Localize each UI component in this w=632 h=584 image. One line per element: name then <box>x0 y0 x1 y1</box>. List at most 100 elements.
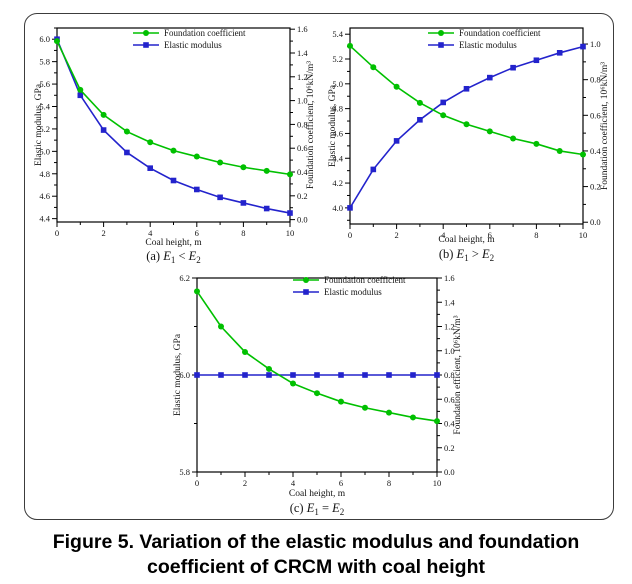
marker-circle <box>434 418 440 425</box>
legend-label: Elastic modulus <box>164 40 222 50</box>
marker-circle <box>510 135 517 142</box>
x-tick-label: 10 <box>433 478 442 488</box>
marker-circle <box>386 409 392 416</box>
figure-caption-line2: coefficient of CRCM with coal height <box>146 555 485 578</box>
x-tick-label: 0 <box>348 230 352 240</box>
marker-square <box>417 116 423 123</box>
left-tick-label: 5.6 <box>39 79 50 89</box>
marker-circle <box>217 159 224 166</box>
right-tick-label: 1.0 <box>297 96 308 106</box>
marker-circle <box>147 139 154 146</box>
chart-sub-label: (a) E1 < E2 <box>146 249 201 265</box>
x-tick-label: 10 <box>579 230 588 240</box>
marker-circle <box>370 64 377 71</box>
left-tick-label: 4.8 <box>332 104 343 114</box>
right-tick-label: 1.2 <box>297 72 308 82</box>
right-axis-title: Foundation coefficient, 10⁶kN/m³ <box>599 62 610 190</box>
marker-circle <box>416 99 423 106</box>
marker-square <box>194 186 200 193</box>
right-tick-label: 0.8 <box>444 370 455 380</box>
marker-square <box>533 57 540 64</box>
marker-square <box>440 99 446 106</box>
left-axis-title: Elastic modulus, GPa <box>328 84 338 167</box>
left-tick-label: 5.2 <box>39 124 50 134</box>
legend-marker-square <box>438 42 444 48</box>
marker-square <box>510 64 516 71</box>
left-tick-label: 5.2 <box>332 54 343 64</box>
marker-circle <box>440 112 447 119</box>
series-line-foundation-coefficient <box>196 290 438 422</box>
marker-square <box>556 50 563 56</box>
marker-square <box>124 149 130 156</box>
marker-square <box>100 127 107 133</box>
right-tick-label: 0.8 <box>590 75 601 85</box>
figure-caption-line1: Figure 5. Variation of the elastic modul… <box>52 531 580 553</box>
marker-square <box>240 200 247 206</box>
left-axis-title: Elastic modulus, GPa <box>173 333 183 416</box>
legend-item: Foundation coefficient <box>133 28 246 38</box>
marker-circle <box>218 323 224 330</box>
marker-square <box>170 177 177 184</box>
left-tick-label: 4.4 <box>332 153 343 163</box>
marker-circle <box>266 365 272 372</box>
marker-square <box>393 138 400 144</box>
x-tick-label: 8 <box>534 230 538 240</box>
x-tick-label: 6 <box>195 228 199 238</box>
right-tick-label: 0.4 <box>297 167 308 177</box>
left-axis-title: Elastic modulus, GPa <box>34 83 44 166</box>
marker-square <box>463 85 470 92</box>
marker-square <box>194 372 200 378</box>
marker-circle <box>240 164 247 171</box>
right-tick-label: 1.2 <box>444 322 455 332</box>
legend-marker-square <box>303 289 309 295</box>
left-tick-label: 4.6 <box>332 128 343 138</box>
chart-sub-label: (b) E1 > E2 <box>439 247 494 263</box>
marker-circle <box>290 380 296 387</box>
right-tick-label: 0.0 <box>444 467 455 477</box>
marker-circle <box>170 147 177 154</box>
series-line-foundation-coefficient <box>349 45 584 156</box>
right-tick-label: 0.6 <box>444 394 455 404</box>
legend-label: Elastic modulus <box>324 287 382 297</box>
right-tick-label: 0.0 <box>297 215 308 225</box>
marker-circle <box>362 404 368 411</box>
right-tick-label: 0.2 <box>444 443 455 453</box>
legend-marker-circle <box>438 30 444 36</box>
marker-circle <box>410 414 416 421</box>
plot-frame <box>56 27 291 223</box>
x-tick-label: 6 <box>488 230 492 240</box>
legend-item: Foundation coefficient <box>293 275 406 285</box>
legend-marker-circle <box>303 277 309 283</box>
x-tick-label: 4 <box>291 478 296 488</box>
marker-circle <box>263 167 270 174</box>
marker-square <box>287 210 293 216</box>
left-tick-label: 4.8 <box>39 169 50 179</box>
x-tick-label: 10 <box>286 228 295 238</box>
marker-circle <box>314 390 320 397</box>
right-tick-label: 0.8 <box>297 119 308 129</box>
left-tick-label: 4.0 <box>332 203 343 213</box>
marker-square <box>386 372 392 378</box>
marker-circle <box>77 86 84 93</box>
marker-circle <box>338 398 344 405</box>
marker-square <box>266 372 272 378</box>
marker-square <box>410 372 416 378</box>
x-tick-label: 8 <box>241 228 245 238</box>
marker-square <box>370 166 377 173</box>
chart-sub-label: (c) E1 = E2 <box>290 501 345 517</box>
marker-circle <box>347 42 353 49</box>
marker-square <box>242 372 248 378</box>
marker-square <box>487 74 493 81</box>
right-axis-title: Foundation efficient, 10⁶kN/m³ <box>452 315 463 434</box>
right-tick-label: 1.4 <box>297 48 308 58</box>
right-tick-label: 0.2 <box>297 191 308 201</box>
right-tick-label: 0.4 <box>590 146 601 156</box>
left-tick-label: 5.4 <box>39 101 50 111</box>
right-tick-label: 0.6 <box>590 110 601 120</box>
marker-circle <box>533 140 540 147</box>
left-tick-label: 5.8 <box>179 467 190 477</box>
legend-item: Elastic modulus <box>428 40 517 50</box>
marker-circle <box>486 128 493 135</box>
left-tick-label: 4.2 <box>332 178 343 188</box>
marker-square <box>147 165 153 171</box>
